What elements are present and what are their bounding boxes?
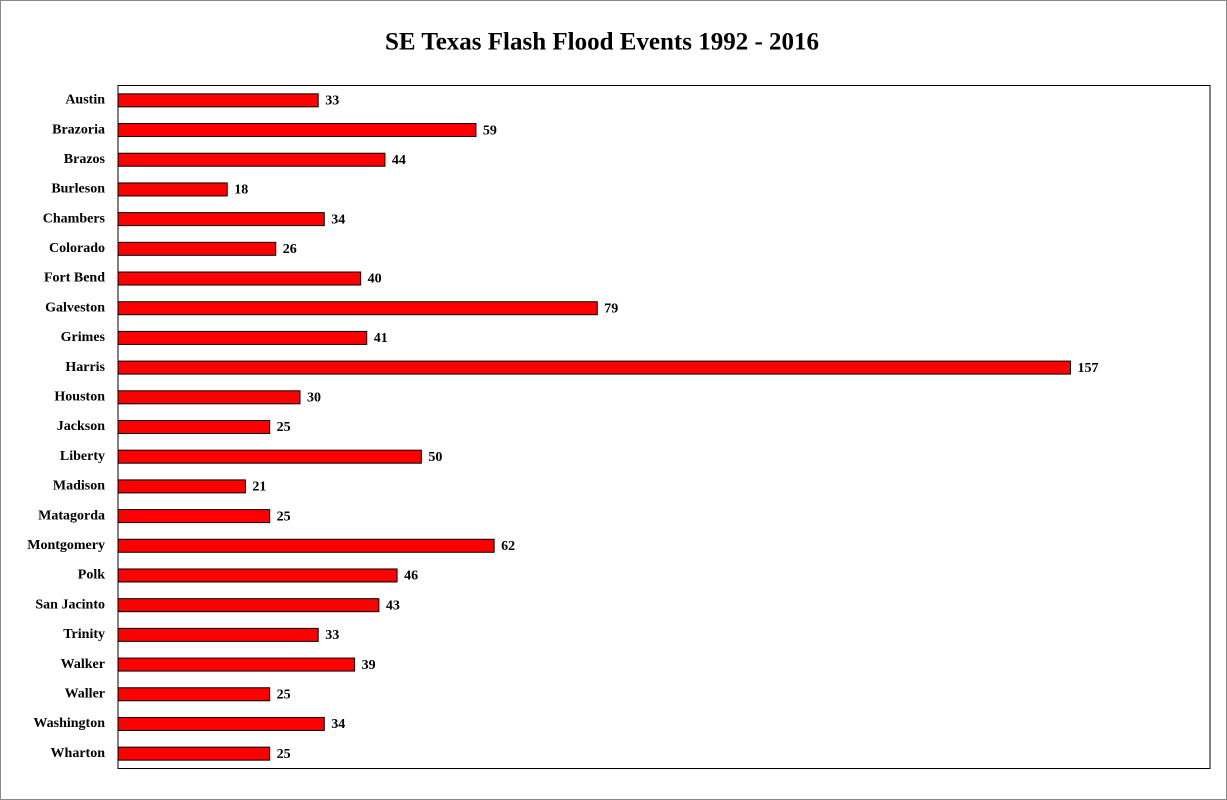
value-label: 157 [1077,361,1098,376]
y-tick-label: Brazoria [52,122,105,137]
value-label: 25 [277,747,291,762]
value-label: 59 [483,123,497,138]
y-tick-label: Brazos [64,152,106,167]
bar [117,627,319,642]
y-tick-label: Washington [33,716,105,731]
y-tick-label: Madison [53,479,105,494]
value-label: 33 [325,628,339,643]
bar [117,212,325,227]
bar [117,657,356,672]
bar [117,449,422,464]
value-label: 43 [386,598,400,613]
y-tick-label: Harris [65,360,105,375]
value-label: 34 [331,717,345,732]
value-label: 26 [283,242,297,257]
bar [117,746,271,761]
y-tick-label: Matagorda [38,508,105,523]
chart-title: SE Texas Flash Flood Events 1992 - 2016 [385,29,819,56]
value-label: 21 [252,480,266,495]
bar [117,301,598,316]
bar [117,241,277,256]
value-label: 25 [277,687,291,702]
bar [117,479,246,494]
bar [117,360,1071,375]
y-tick-label: Liberty [60,449,105,464]
bar [117,420,271,434]
value-label: 34 [331,212,345,227]
bar [117,182,228,197]
bar [117,123,477,138]
bar [117,330,368,345]
y-tick-label: Colorado [49,241,105,256]
value-label: 50 [428,450,442,465]
value-label: 79 [604,301,618,316]
bar [117,390,301,405]
y-tick-label: Waller [65,686,105,701]
bar [117,271,362,286]
bar [117,598,380,613]
value-label: 62 [501,539,515,554]
y-tick-label: Austin [65,93,105,108]
bar [117,568,398,583]
value-label: 39 [362,658,376,673]
y-tick-label: Jackson [57,419,105,434]
value-label: 40 [368,272,382,287]
value-label: 30 [307,391,321,406]
bar [117,93,319,108]
y-tick-label: Fort Bend [44,271,105,286]
value-label: 41 [374,331,388,346]
y-tick-label: Montgomery [27,538,105,553]
value-label: 25 [277,509,291,524]
value-label: 33 [325,94,339,109]
y-tick-label: Burleson [51,182,105,197]
bar [117,687,271,702]
y-tick-label: Wharton [51,746,106,761]
y-tick-label: Chambers [43,211,106,226]
y-tick-label: Polk [78,568,105,583]
y-tick-label: San Jacinto [35,597,105,612]
bar [117,509,271,524]
value-label: 46 [404,569,418,584]
value-label: 18 [234,183,248,198]
y-tick-label: Trinity [63,627,105,642]
value-label: 44 [392,153,406,168]
bar [117,152,386,167]
y-tick-label: Galveston [45,300,105,315]
bar [117,538,495,553]
y-tick-label: Grimes [61,330,106,345]
y-tick-label: Walker [61,657,105,672]
y-tick-label: Houston [54,390,105,405]
bar [117,716,325,731]
value-label: 25 [277,420,291,435]
